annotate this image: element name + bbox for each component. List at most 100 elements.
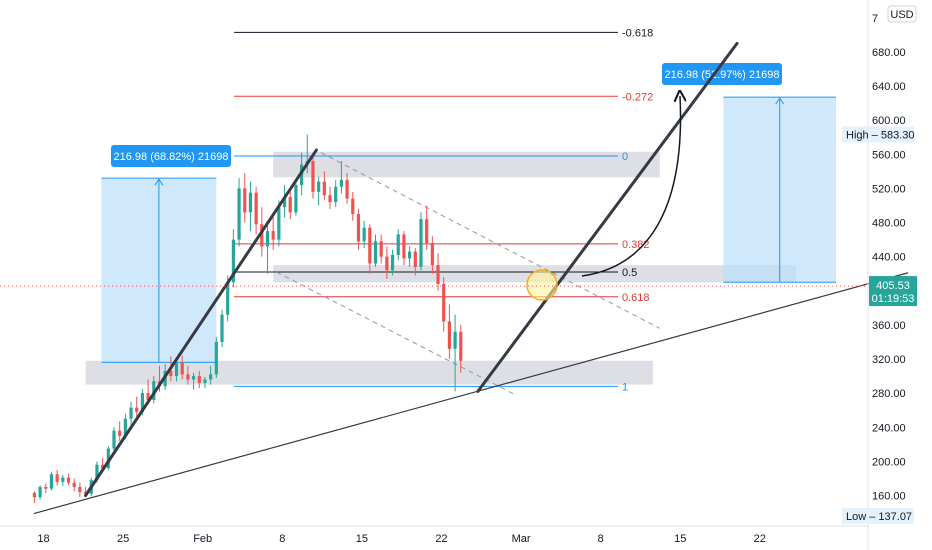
candle-body: [288, 196, 292, 213]
candle-body: [186, 374, 190, 380]
projection-arrow[interactable]: [581, 96, 681, 277]
low-marker: [842, 508, 914, 524]
candle-body: [78, 486, 82, 493]
price-tick-label: 560.00: [872, 149, 906, 161]
candle-body: [430, 243, 434, 266]
measure-label: 216.98 (68.82%) 21698: [114, 151, 229, 163]
candle-body: [101, 464, 105, 469]
candle-body: [271, 231, 275, 240]
candle-body: [55, 474, 59, 482]
price-tick-label: 7: [872, 13, 878, 25]
price-axis[interactable]: 160.00200.00240.00280.00320.00360.00400.…: [842, 0, 917, 550]
candle-body: [32, 492, 37, 498]
candle-body: [180, 362, 184, 375]
price-tick-label: 520.00: [872, 183, 906, 195]
annotations-layer: [0, 96, 868, 301]
last-price-badge: [869, 276, 917, 307]
candle-body: [169, 370, 173, 377]
candle-body: [390, 254, 395, 271]
candle-body: [254, 192, 258, 225]
time-tick-label: 18: [37, 533, 49, 545]
channel-line[interactable]: [320, 152, 660, 329]
candle-body: [72, 482, 76, 487]
channel-layer: [276, 152, 660, 396]
trendline[interactable]: [476, 41, 739, 393]
candle-body: [38, 486, 42, 498]
candle-body: [328, 195, 332, 203]
candle-body: [408, 251, 412, 259]
candle-body: [277, 207, 281, 240]
fib-level-label: -0.618: [622, 27, 653, 39]
high-marker: [842, 126, 914, 143]
candle-body: [436, 265, 440, 284]
measure-label: 216.98 (52.97%) 21698: [665, 69, 780, 81]
currency-badge[interactable]: [887, 5, 917, 23]
time-axis[interactable]: 18 25 Feb 8 15 22 Mar 8 15 22: [0, 525, 868, 545]
candle-body: [396, 234, 400, 255]
price-tick-label: 320.00: [872, 354, 906, 366]
price-tick-label: 240.00: [872, 422, 906, 434]
fib-layer: -0.618 -0.272 0 0.382 0.5 0.618 1: [234, 27, 653, 393]
candle-body: [413, 251, 417, 267]
candle-body: [447, 321, 452, 349]
candle-body: [260, 224, 264, 247]
candle-body: [311, 161, 315, 192]
candle-body: [191, 376, 196, 380]
countdown-label: 01:19:53: [872, 293, 915, 305]
fib-level-label: 0.382: [622, 239, 650, 251]
time-tick-label: 25: [117, 533, 129, 545]
candle-body: [317, 181, 321, 192]
candle-body: [459, 331, 463, 361]
price-tick-label: 480.00: [872, 218, 906, 230]
measure-arrowhead: [154, 178, 164, 186]
trendline[interactable]: [84, 148, 318, 497]
candle-body: [322, 181, 326, 196]
candle-body: [294, 185, 298, 213]
last-price-label: 405.53: [876, 280, 910, 292]
time-tick-label: 22: [435, 533, 447, 545]
trendline[interactable]: [33, 272, 909, 515]
candle-body: [345, 179, 349, 199]
candle-body: [282, 196, 287, 208]
candle-body: [152, 381, 156, 400]
candle-body: [351, 198, 355, 215]
time-tick-label: 15: [356, 533, 368, 545]
candle-body: [129, 407, 133, 419]
candle-body: [174, 362, 179, 377]
candle-body: [49, 474, 54, 489]
measure-label-badge: [111, 145, 231, 167]
candle-body: [339, 179, 343, 187]
candle-body: [231, 239, 235, 283]
measure-arrowhead: [775, 97, 785, 105]
candle-body: [146, 393, 150, 400]
breakout-highlight[interactable]: [526, 269, 558, 301]
candle-body: [61, 477, 65, 482]
candle-body: [66, 477, 71, 483]
time-tick-label: 22: [754, 533, 766, 545]
fib-level-label: 0: [622, 151, 628, 163]
price-tick-label: 360.00: [872, 320, 906, 332]
price-tick-label: 280.00: [872, 388, 906, 400]
high-marker-label: High – 583.30: [846, 129, 915, 141]
candle-body: [373, 241, 378, 264]
candle-body: [95, 464, 99, 481]
fib-level-label: 1: [622, 381, 628, 393]
candle-body: [118, 430, 122, 436]
candle-body: [425, 219, 429, 244]
low-marker-label: Low – 137.07: [846, 511, 912, 523]
candle-body: [442, 283, 446, 322]
candle-body: [453, 331, 457, 349]
sr-zone[interactable]: [85, 360, 653, 385]
candle-body: [334, 186, 338, 203]
measure-label-badge: [662, 63, 782, 85]
candle-body: [197, 376, 201, 383]
candle-body: [135, 407, 139, 412]
price-tick-label: 640.00: [872, 81, 906, 93]
candle-body: [112, 430, 116, 449]
candle-body: [203, 379, 207, 383]
candle-body: [402, 234, 406, 259]
candle-body: [237, 188, 241, 240]
fib-level-label: 0.5: [622, 267, 637, 279]
fib-level-label: 0.618: [622, 292, 650, 304]
